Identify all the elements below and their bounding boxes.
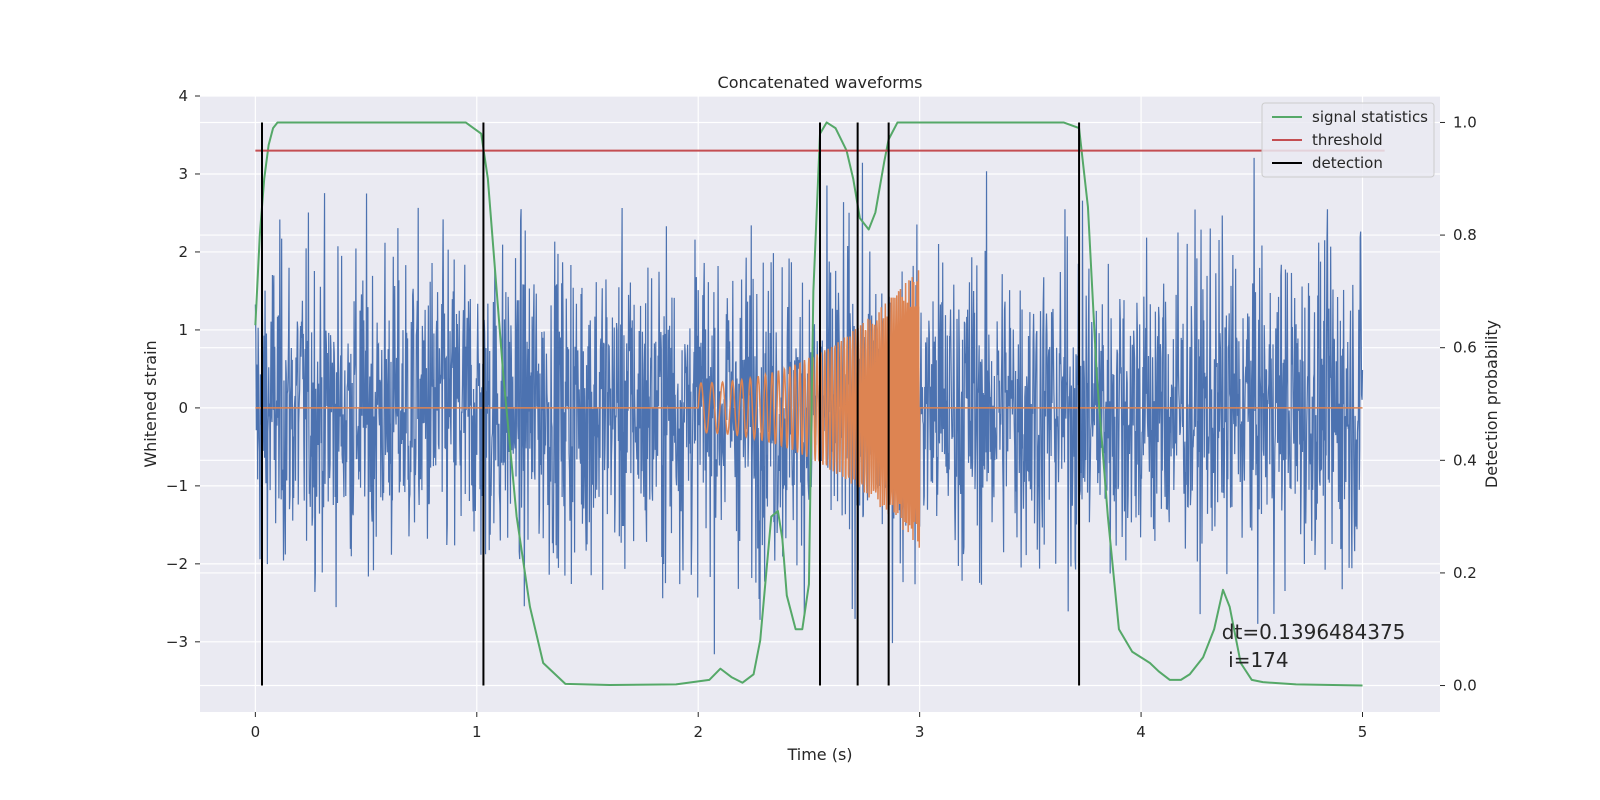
y2-tick-label: 0.4: [1453, 451, 1477, 469]
x-tick-label: 1: [472, 723, 482, 741]
y2-tick-label: 0.8: [1453, 226, 1477, 244]
series-waveform-line: [255, 270, 1363, 548]
x-tick-label: 5: [1358, 723, 1368, 741]
x-tick-label: 4: [1136, 723, 1146, 741]
y-tick-label: 3: [178, 165, 188, 183]
legend-label-signal-statistics: signal statistics: [1312, 108, 1428, 126]
legend-label-threshold: threshold: [1312, 131, 1383, 149]
y-tick-label: 2: [178, 243, 188, 261]
y-tick-label: 4: [178, 87, 188, 105]
y-tick-label: −1: [166, 477, 188, 495]
x-tick-label: 2: [693, 723, 703, 741]
annotation-index: i=174: [1222, 648, 1289, 672]
y-axis-label: Whitened strain: [141, 340, 160, 467]
y2-tick-label: 0.0: [1453, 677, 1477, 695]
series-layer: [254, 121, 1385, 687]
x-tick-label: 3: [915, 723, 925, 741]
y2-tick-label: 1.0: [1453, 113, 1477, 131]
y2-axis-label: Detection probability: [1482, 320, 1501, 488]
series-signal-statistics-line: [254, 121, 1363, 687]
x-tick-label: 0: [251, 723, 261, 741]
axes: 0 1 2 3 4 5 −3 −2 −1 0 1 2 3 4 0.0 0.2 0.4 0.6 0.8 1.0: [166, 87, 1477, 741]
chart-title: Concatenated waveforms: [718, 73, 923, 92]
legend-label-detection: detection: [1312, 154, 1383, 172]
y2-tick-label: 0.6: [1453, 339, 1477, 357]
y-tick-label: −2: [166, 555, 188, 573]
y-tick-label: 1: [178, 321, 188, 339]
series-strain-line: [254, 157, 1364, 655]
x-axis-label: Time (s): [786, 745, 852, 764]
y-tick-label: 0: [178, 399, 188, 417]
legend: signal statistics threshold detection: [1261, 102, 1435, 178]
y-tick-label: −3: [166, 633, 188, 651]
legend-box: [1261, 102, 1435, 178]
annotation-dt: dt=0.1396484375: [1222, 620, 1406, 644]
y2-tick-label: 0.2: [1453, 564, 1477, 582]
